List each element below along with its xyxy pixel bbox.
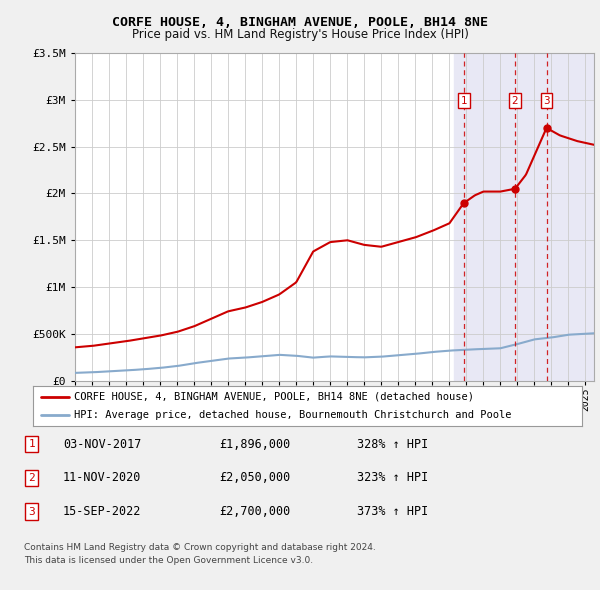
Text: 11-NOV-2020: 11-NOV-2020 [63, 471, 142, 484]
Text: 2: 2 [28, 473, 35, 483]
Text: Price paid vs. HM Land Registry's House Price Index (HPI): Price paid vs. HM Land Registry's House … [131, 28, 469, 41]
Text: Contains HM Land Registry data © Crown copyright and database right 2024.: Contains HM Land Registry data © Crown c… [24, 543, 376, 552]
Text: 2: 2 [512, 96, 518, 106]
Text: 03-NOV-2017: 03-NOV-2017 [63, 438, 142, 451]
Text: CORFE HOUSE, 4, BINGHAM AVENUE, POOLE, BH14 8NE: CORFE HOUSE, 4, BINGHAM AVENUE, POOLE, B… [112, 16, 488, 29]
Text: £1,896,000: £1,896,000 [219, 438, 290, 451]
Text: £2,700,000: £2,700,000 [219, 505, 290, 518]
Text: £2,050,000: £2,050,000 [219, 471, 290, 484]
Text: 3: 3 [543, 96, 550, 106]
Text: 15-SEP-2022: 15-SEP-2022 [63, 505, 142, 518]
Text: 323% ↑ HPI: 323% ↑ HPI [357, 471, 428, 484]
Text: 3: 3 [28, 507, 35, 516]
Text: CORFE HOUSE, 4, BINGHAM AVENUE, POOLE, BH14 8NE (detached house): CORFE HOUSE, 4, BINGHAM AVENUE, POOLE, B… [74, 392, 474, 402]
Bar [454, 53, 594, 381]
Text: 373% ↑ HPI: 373% ↑ HPI [357, 505, 428, 518]
Text: HPI: Average price, detached house, Bournemouth Christchurch and Poole: HPI: Average price, detached house, Bour… [74, 410, 512, 420]
Text: 1: 1 [28, 440, 35, 449]
Text: 328% ↑ HPI: 328% ↑ HPI [357, 438, 428, 451]
Text: This data is licensed under the Open Government Licence v3.0.: This data is licensed under the Open Gov… [24, 556, 313, 565]
Text: 1: 1 [460, 96, 467, 106]
